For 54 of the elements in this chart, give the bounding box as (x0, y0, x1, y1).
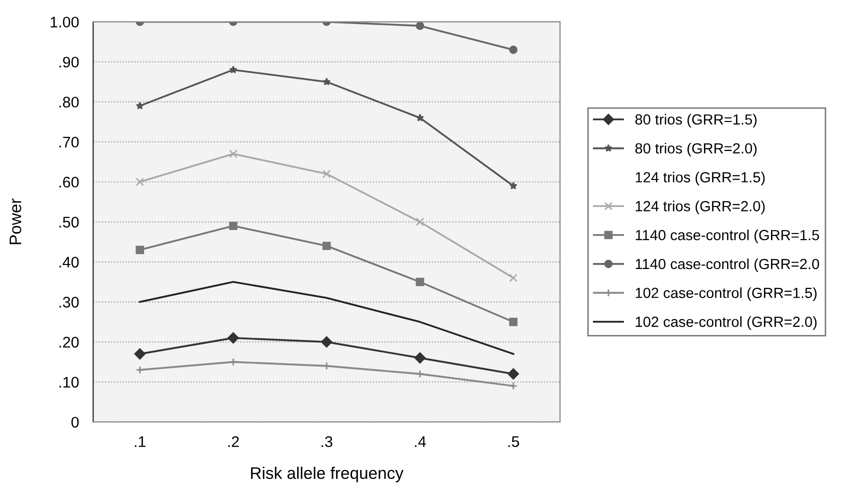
point (414, 352, 426, 364)
point (322, 78, 331, 86)
y-tick-label: 1.00 (50, 16, 79, 28)
legend-label: 1140 case-control (GRR=1.5 (636, 230, 820, 244)
point (416, 22, 424, 30)
legend-label: 124 trios (GRR=2.0) (636, 200, 765, 214)
point (136, 102, 144, 110)
point (229, 222, 238, 230)
x-tick-label: .1 (134, 436, 146, 447)
x-tick-label: .4 (415, 436, 426, 447)
point (509, 274, 518, 282)
y-tick-label: .20 (59, 336, 79, 348)
point (322, 242, 331, 250)
legend-label: 80 trios (GRR=2.0) (635, 142, 757, 156)
y-tick-label: 0 (71, 416, 79, 428)
point (322, 170, 331, 178)
y-tick-label: .30 (59, 296, 79, 308)
y-tick-label: .50 (59, 216, 79, 228)
y-tick-label: .60 (59, 176, 79, 188)
point (416, 114, 424, 122)
point (136, 178, 144, 186)
point (229, 358, 238, 366)
legend-label: 102 case-control (GRR=1.5) (636, 287, 817, 301)
point (416, 278, 424, 286)
point (229, 150, 238, 158)
point (509, 182, 518, 190)
text: 124 trios (GRR=1.5) (636, 172, 765, 186)
point (136, 366, 144, 374)
point (136, 246, 144, 254)
point (416, 218, 424, 226)
y-tick-label: .10 (59, 376, 79, 388)
point (134, 348, 146, 360)
legend-label: 80 trios (GRR=1.5) (635, 114, 757, 128)
point (228, 332, 239, 344)
x-tick-label: .2 (228, 436, 239, 447)
point (416, 370, 424, 378)
x-tick-label: .3 (322, 436, 332, 448)
y-tick-label: .80 (59, 96, 79, 108)
y-tick-label: .40 (59, 256, 79, 268)
y-tick-label: .70 (59, 136, 79, 148)
x-axis-title: Risk allele frequency (251, 466, 404, 482)
line-series (138, 281, 514, 355)
x-tick-label: .5 (508, 436, 520, 448)
y-tick-label: .90 (59, 56, 79, 68)
point (509, 46, 518, 54)
point (229, 66, 238, 74)
legend-label: 1140 case-control (GRR=2.0 (636, 258, 820, 272)
legend-label: 102 case-control (GRR=2.0) (636, 316, 817, 330)
y-axis-title: Power (10, 198, 22, 244)
point (322, 362, 331, 370)
point (321, 336, 332, 348)
point (509, 318, 518, 326)
point (509, 382, 518, 390)
point (508, 368, 519, 380)
